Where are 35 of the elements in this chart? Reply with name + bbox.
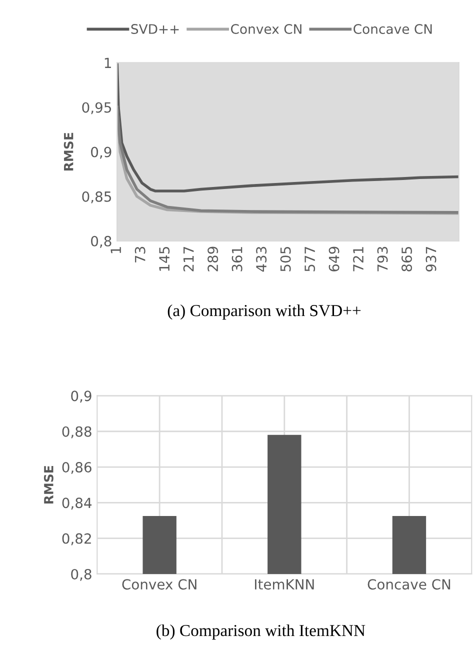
y-tick-label: 1 [104,58,111,68]
x-tick-label: 145 [159,247,170,271]
y-tick-label: 0,88 [62,426,92,438]
x-tick-label: Concave CN [368,579,450,590]
y-tick-label: 0,84 [62,498,92,510]
x-tick-label: 865 [402,247,412,272]
x-tick-label: ItemKNN [255,579,314,590]
y-tick-label: 0,95 [82,102,112,114]
x-tick-label: 1 [110,247,121,254]
legend-label: Convex CN [230,24,302,34]
y-axis-title: RMSE [44,466,54,504]
x-tick-label: 793 [377,246,388,272]
x-tick-label: Convex CN [122,579,196,590]
text: (a) Comparison with SVD++ [168,304,361,320]
x-tick-label: 73 [134,246,146,262]
y-tick-label: 0,9 [71,390,92,403]
x-tick-label: 649 [328,246,340,272]
y-tick-label: 0,8 [71,568,92,581]
x-tick-label: 937 [426,247,436,272]
x-tick-label: 289 [208,246,218,272]
y-tick-label: 0,86 [62,462,92,474]
legend-label: SVD++ [131,24,179,34]
y-tick-label: 0,82 [62,533,91,546]
x-tick-label: 721 [353,247,364,272]
x-tick-label: 505 [280,247,291,272]
text: (b) Comparison with ItemKNN [156,624,366,640]
x-tick-label: 361 [232,247,242,272]
y-tick-label: 0,85 [82,191,112,204]
legend-label: Concave CN [354,24,432,34]
x-tick-label: 577 [304,247,316,272]
y-axis-title: RMSE [64,132,74,170]
x-tick-label: 433 [256,246,267,272]
y-tick-label: 0,9 [91,146,112,159]
x-tick-label: 217 [183,247,194,272]
y-tick-label: 0,8 [91,236,112,248]
